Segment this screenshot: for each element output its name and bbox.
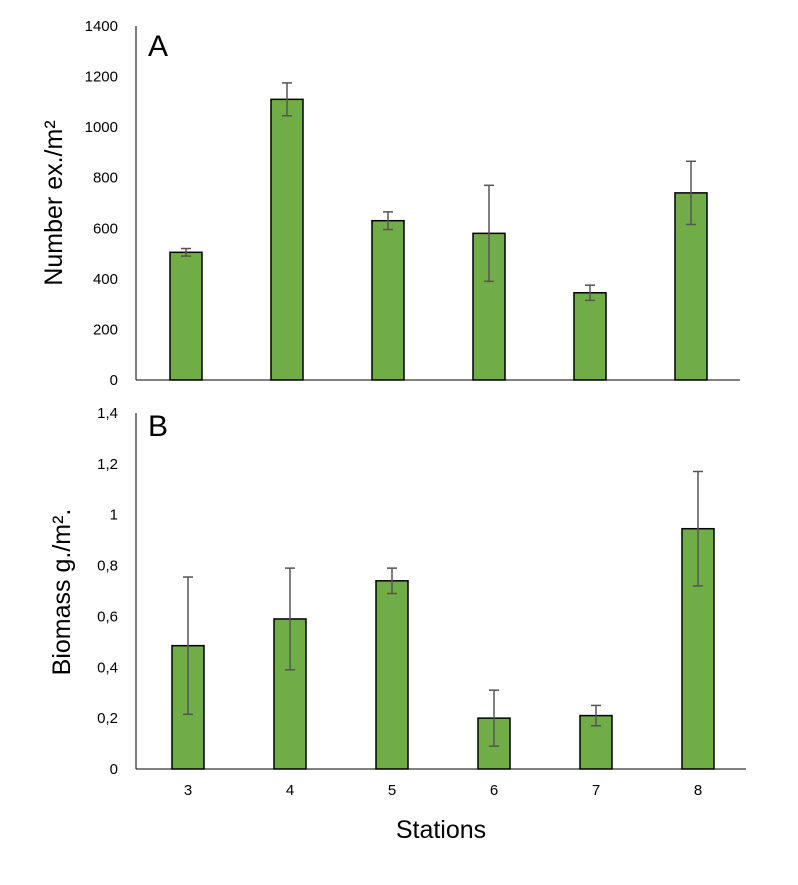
panel-b-ytick-label: 0,2 <box>97 710 118 727</box>
panel-a-ytick-label: 600 <box>93 220 118 237</box>
panel-a-chart: A Number ex./m² 0 200 400 600 800 1000 1200 140… <box>40 18 740 389</box>
panel-a-ytick-label: 1200 <box>85 69 118 86</box>
panel-b-chart: B Biomass g./m². 0 0,2 0,4 0,6 0,8 1 1,2 1,4 3 4… <box>48 405 746 799</box>
panel-a-bar <box>270 98 304 381</box>
panel-a-bar <box>371 219 405 381</box>
panel-a-ytick-label: 800 <box>93 170 118 187</box>
panel-a-error-bar <box>383 211 393 231</box>
panel-b-y-ticks: 0 0,2 0,4 0,6 0,8 1 1,2 1,4 <box>97 405 118 778</box>
panel-a-ytick-label: 1400 <box>85 18 118 35</box>
panel-b-error-bar <box>183 576 193 716</box>
panel-a-bar <box>573 292 607 381</box>
panel-b-xtick-label: 7 <box>592 782 600 799</box>
panel-a-ylabel: Number ex./m² <box>40 120 68 285</box>
panel-a-error-bar <box>181 247 191 257</box>
panel-b-x-ticks: 3 4 5 6 7 8 <box>184 782 702 799</box>
panel-b-ytick-label: 0 <box>110 761 118 778</box>
panel-b-ytick-label: 0,6 <box>97 608 118 625</box>
panel-a-y-ticks: 0 200 400 600 800 1000 1200 1400 <box>85 18 118 389</box>
panel-a-error-bar <box>282 82 292 117</box>
panel-b-bars <box>171 470 715 770</box>
panel-a-bar <box>169 251 203 381</box>
panel-a-error-bar <box>686 160 696 226</box>
panel-a-ytick-label: 400 <box>93 271 118 288</box>
panel-a-ytick-label: 200 <box>93 321 118 338</box>
x-axis-title: Stations <box>396 816 486 844</box>
panel-a-bars <box>169 82 708 381</box>
panel-a-letter: A <box>148 30 168 63</box>
panel-b-ylabel: Biomass g./m². <box>48 509 76 676</box>
panel-b-ytick-label: 1,2 <box>97 456 118 473</box>
panel-a-error-bar <box>585 284 595 302</box>
panel-a-ytick-label: 1000 <box>85 119 118 136</box>
panel-b-ytick-label: 0,4 <box>97 659 118 676</box>
panel-b-error-bar <box>693 470 703 587</box>
panel-b-error-bar <box>387 567 397 595</box>
panel-a-ytick-label: 0 <box>110 372 118 389</box>
panel-b-error-bar <box>489 689 499 747</box>
panel-b-error-bar <box>285 567 295 671</box>
panel-b-error-bar <box>591 704 601 727</box>
panel-b-ytick-label: 1,4 <box>97 405 118 422</box>
panel-b-xtick-label: 4 <box>286 782 294 799</box>
panel-b-xtick-label: 3 <box>184 782 192 799</box>
panel-b-xtick-label: 8 <box>694 782 702 799</box>
panel-b-xtick-label: 5 <box>388 782 396 799</box>
panel-b-ytick-label: 1 <box>110 507 118 524</box>
panel-b-xtick-label: 6 <box>490 782 498 799</box>
panel-b-letter: B <box>148 410 168 443</box>
panel-a-error-bar <box>484 184 494 283</box>
panel-b-bar <box>375 580 409 770</box>
panel-b-ytick-label: 0,8 <box>97 558 118 575</box>
